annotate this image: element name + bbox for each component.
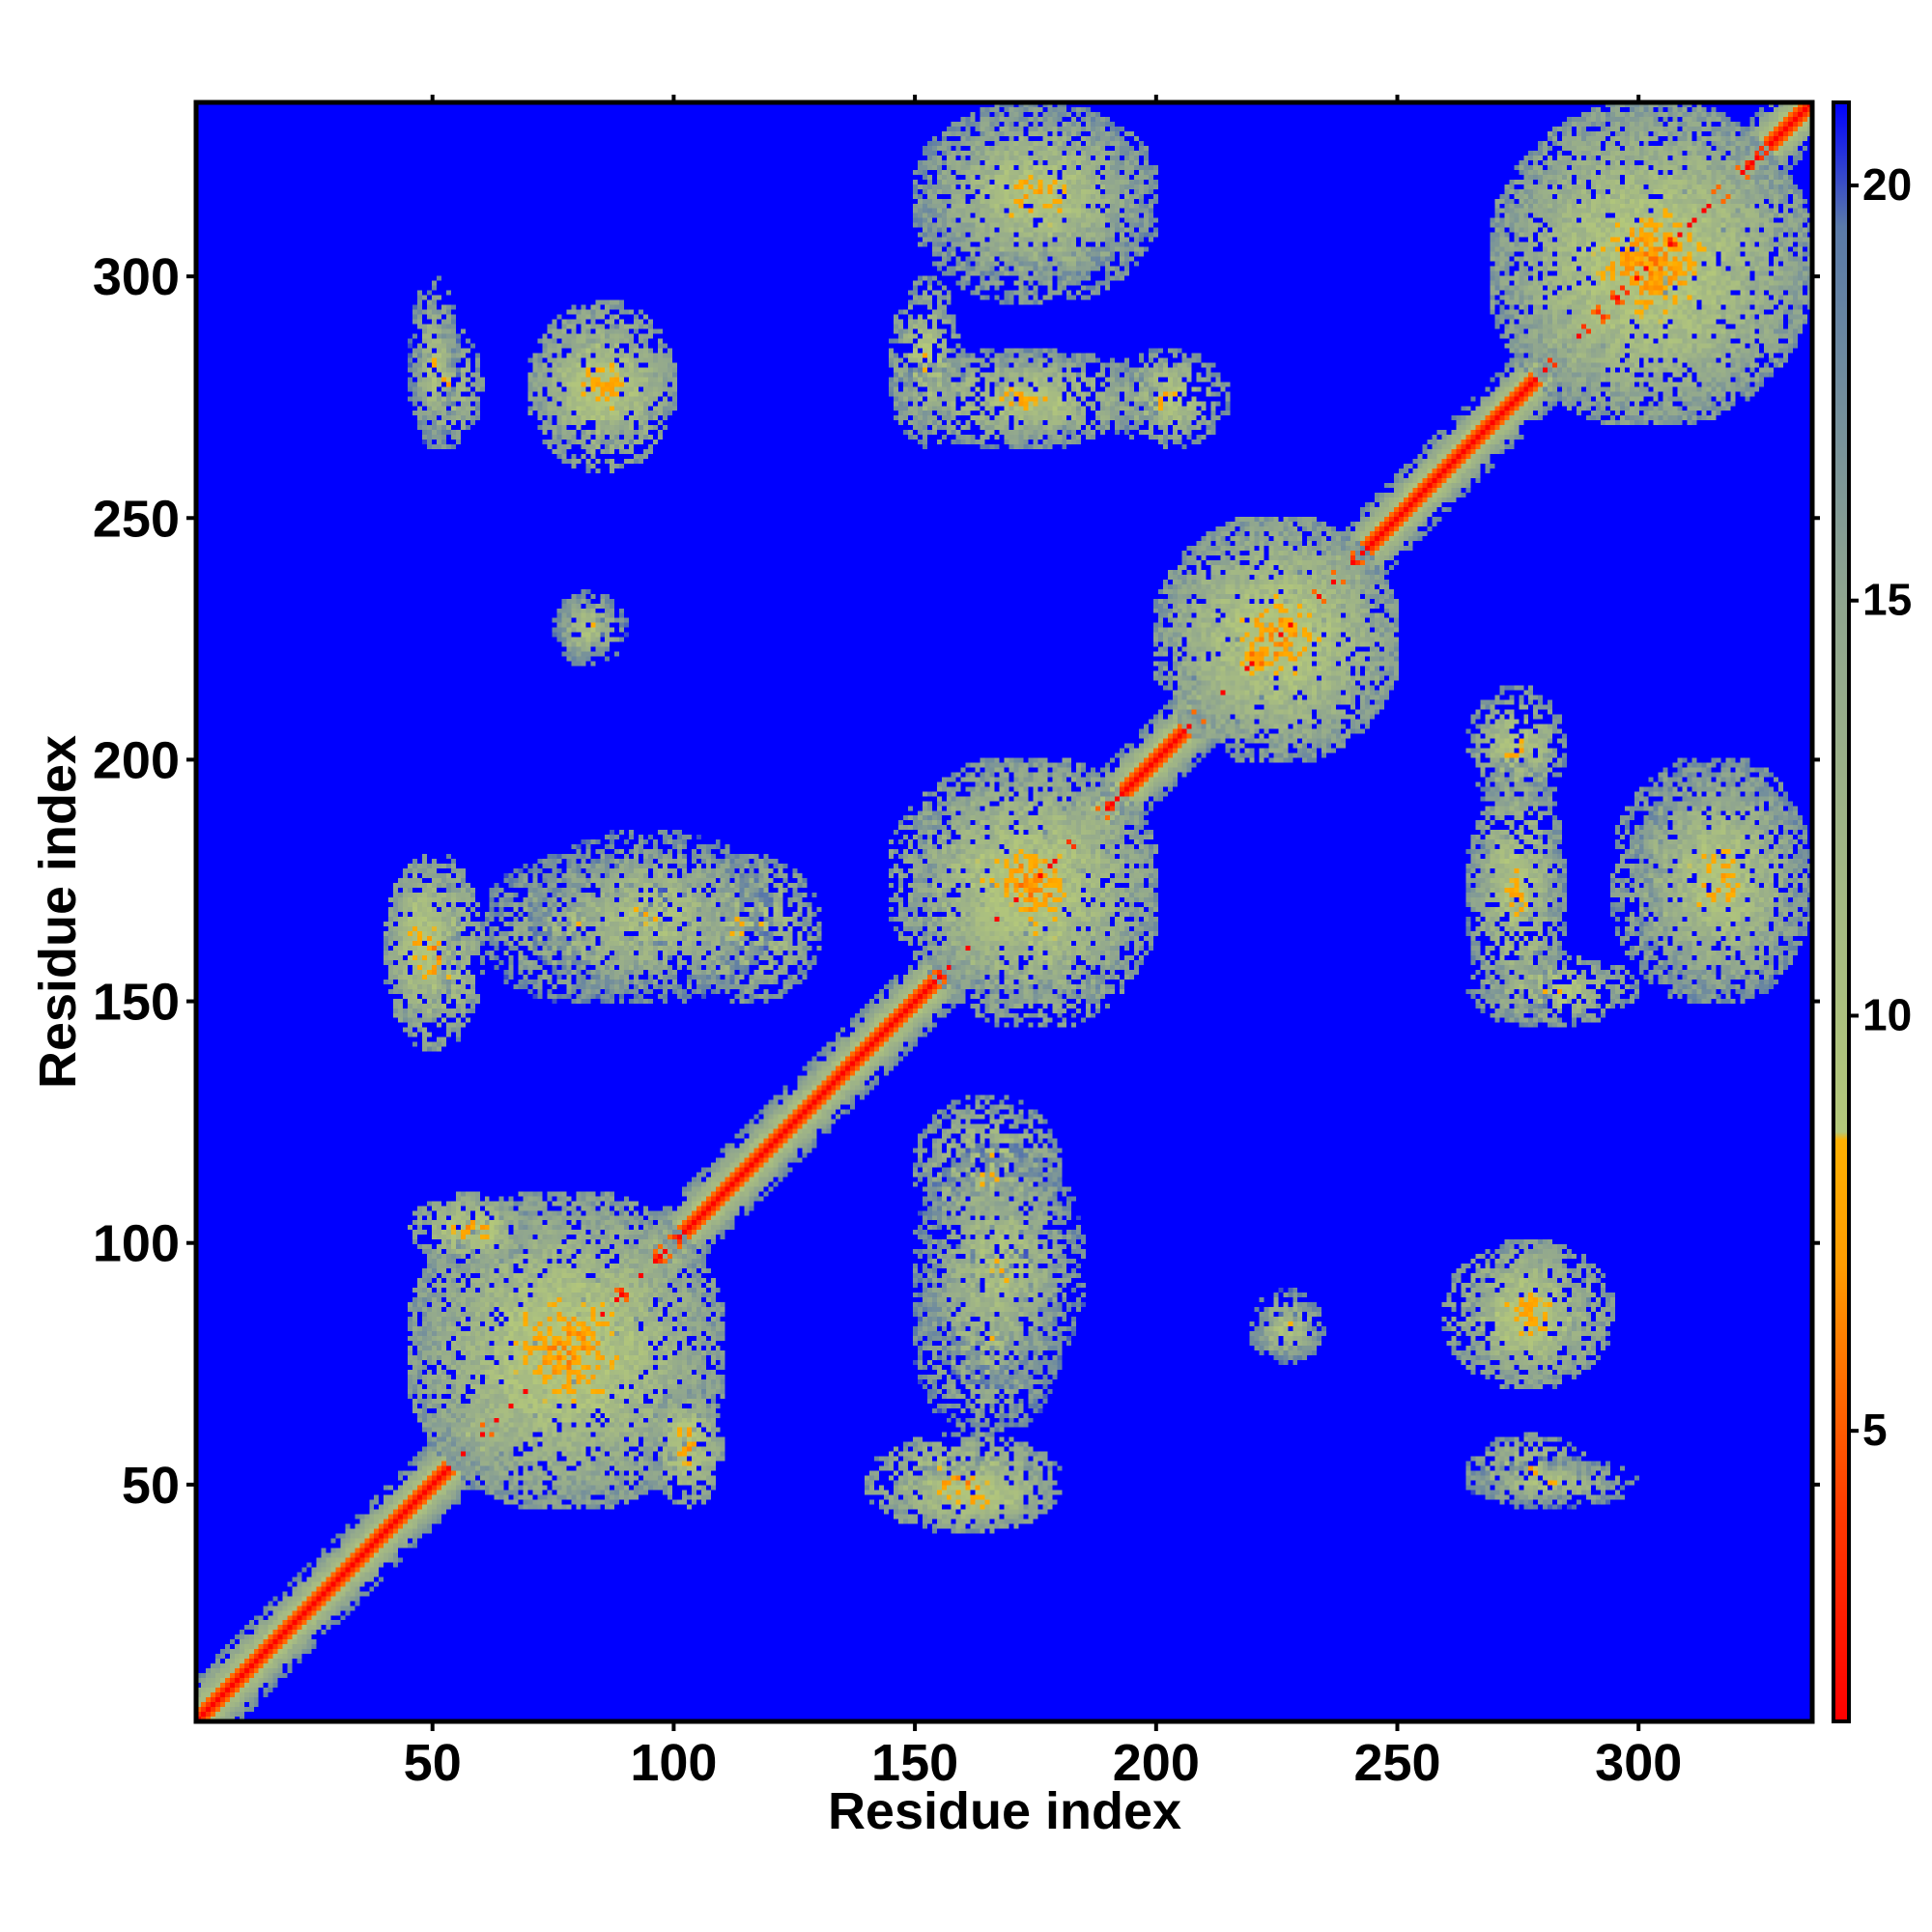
x-axis: 50 100 150 200 250 300 — [404, 95, 1682, 1792]
y-tick-label: 250 — [93, 490, 180, 548]
colorbar — [1832, 100, 1851, 1723]
colorbar-tick-label: 20 — [1862, 159, 1912, 210]
colorbar-tick-label: 15 — [1862, 575, 1912, 625]
x-tick-label: 200 — [1113, 1734, 1200, 1792]
y-axis-label: Residue index — [29, 735, 87, 1089]
y-tick-label: 150 — [93, 974, 180, 1032]
y-tick-label: 300 — [93, 248, 180, 306]
heatmap — [196, 102, 1812, 1721]
x-tick-label: 300 — [1595, 1734, 1682, 1792]
heatmap-cells — [196, 102, 1812, 1721]
y-tick-label: 100 — [93, 1215, 180, 1273]
y-tick-label: 200 — [93, 731, 180, 789]
y-axis: 50 100 150 200 250 300 — [93, 248, 1820, 1515]
x-tick-label: 250 — [1353, 1734, 1440, 1792]
colorbar-tick-label: 10 — [1862, 989, 1912, 1039]
x-tick-label: 50 — [404, 1734, 462, 1792]
plot-frame — [193, 99, 1815, 1724]
y-tick-label: 50 — [122, 1457, 180, 1515]
colorbar-tick-label: 5 — [1862, 1405, 1888, 1455]
x-tick-label: 100 — [630, 1734, 717, 1792]
colorbar-axis: 5 10 15 20 — [1849, 159, 1912, 1455]
x-axis-label: Residue index — [828, 1782, 1181, 1840]
x-tick-label: 150 — [871, 1734, 958, 1792]
